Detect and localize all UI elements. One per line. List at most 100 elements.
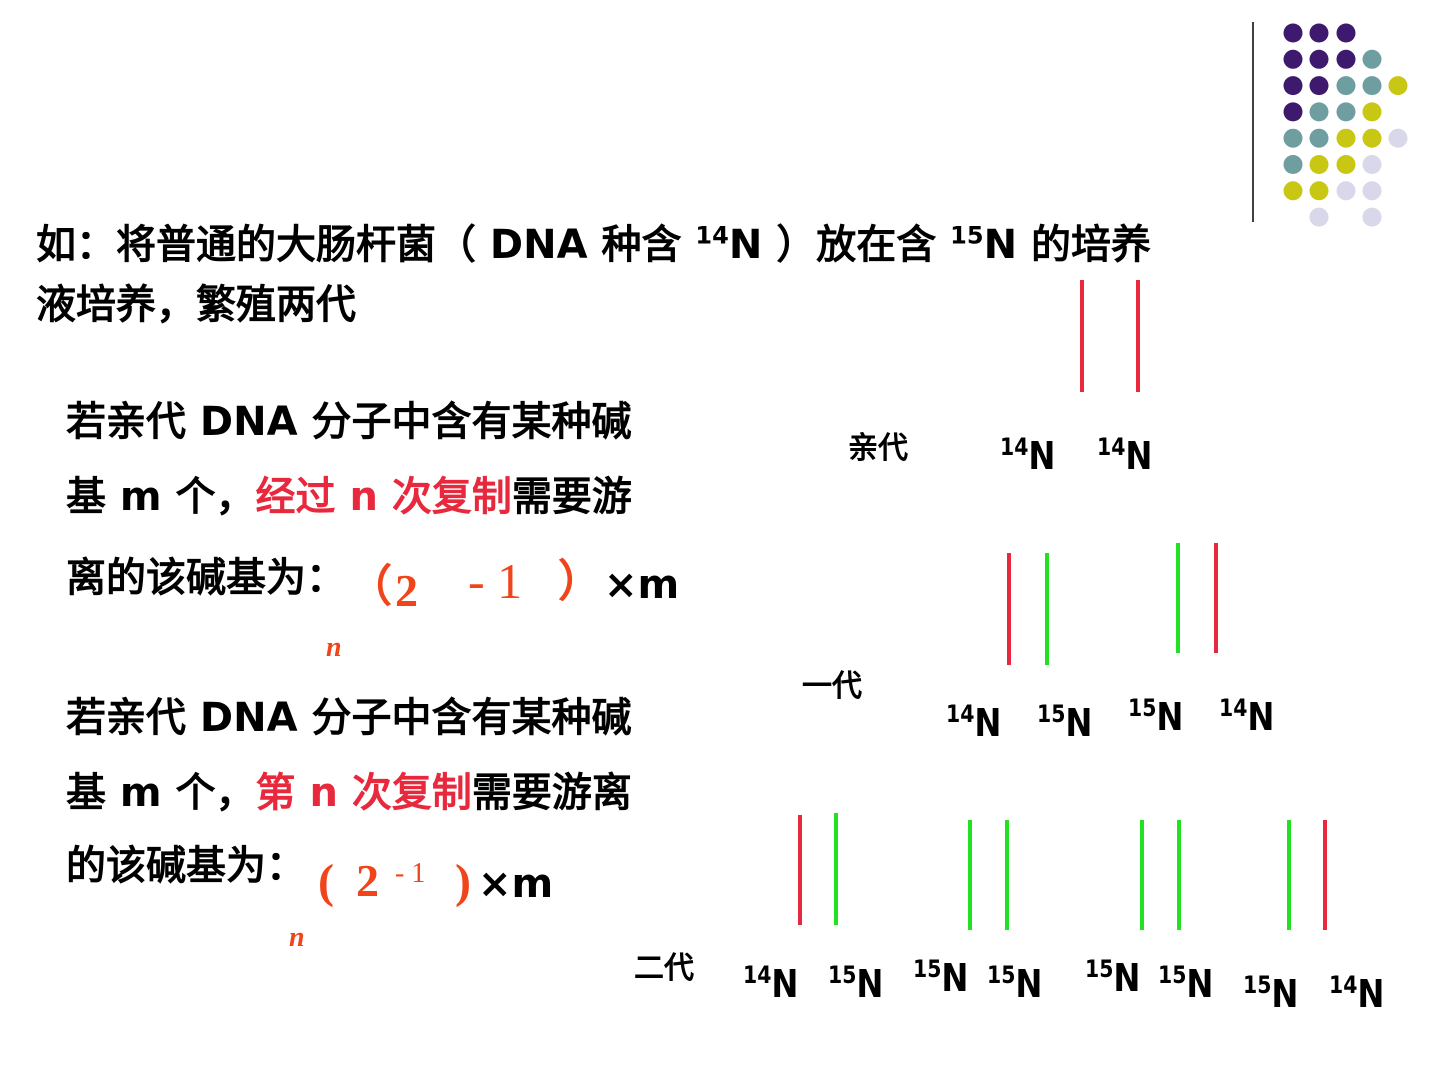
dot [1336, 155, 1356, 174]
highlight: 经过 n 次复制 [255, 474, 512, 520]
rule1-line-2: 基 m 个，经过 n 次复制需要游 [66, 477, 632, 517]
mass-number: 15 [913, 955, 942, 983]
intro-line-1: 如：将普通的大肠杆菌（ DNA 种含 14N ）放在含 15N 的培养 [36, 221, 1151, 268]
mass-number: 15 [1128, 694, 1157, 722]
dot [1388, 128, 1408, 148]
text: 需要游 [511, 474, 632, 520]
text: 需要游离 [471, 770, 632, 816]
text: 基 m 个， [66, 770, 256, 816]
formula-base: 2 [356, 855, 379, 906]
mass-number: 15 [987, 961, 1016, 989]
rule2-line-3: 的该碱基为： [66, 843, 306, 889]
dot [1309, 181, 1329, 201]
isotope-label: 14N [1097, 434, 1153, 478]
dot [1283, 155, 1303, 174]
dot [1388, 76, 1408, 96]
element-symbol: N [856, 962, 884, 1006]
element-symbol: N [1271, 972, 1299, 1016]
element-symbol: N [974, 701, 1002, 745]
dot [1309, 207, 1329, 227]
dot [1336, 49, 1356, 69]
rule2-line-1: 若亲代 DNA 分子中含有某种碱 [66, 695, 632, 741]
element-symbol: N [1028, 434, 1056, 478]
rule2-line-2: 基 m 个，第 n 次复制需要游离 [66, 773, 632, 813]
text: N 的培养 [983, 222, 1151, 268]
dot [1309, 102, 1329, 122]
formula-base: 2 [395, 565, 418, 616]
generation-label: 亲代 [848, 431, 908, 466]
dot [1336, 23, 1356, 43]
dot [1336, 76, 1356, 96]
mass-number: 14 [1000, 433, 1029, 461]
element-symbol: N [1247, 695, 1275, 739]
dot [1362, 128, 1382, 148]
dot [1336, 181, 1356, 201]
text: N ）放在含 [728, 222, 951, 268]
isotope-label: 15N [1243, 972, 1299, 1016]
generation-label: 二代 [634, 951, 694, 986]
rule1-line-1: 若亲代 DNA 分子中含有某种碱 [66, 399, 632, 445]
dot [1362, 76, 1382, 96]
dot [1362, 181, 1382, 201]
isotope-label: 15N [987, 962, 1043, 1006]
dot [1362, 155, 1382, 174]
isotope-label: 15N [913, 956, 969, 1000]
dot-decoration [1283, 23, 1408, 227]
text: 基 m 个， [66, 474, 256, 520]
isotope-label: 15N [1037, 701, 1093, 745]
superscript: 14 [695, 221, 729, 250]
formula-open: ( [318, 855, 334, 908]
isotope-label: 14N [946, 701, 1002, 745]
formula-close: ） [558, 557, 602, 606]
element-symbol: N [1156, 695, 1184, 739]
isotope-label: 14N [1000, 434, 1056, 478]
mass-number: 14 [1219, 694, 1248, 722]
element-symbol: N [1015, 962, 1043, 1006]
text: 如：将普通的大肠杆菌（ DNA 种含 [36, 222, 696, 268]
mass-number: 14 [946, 700, 975, 728]
dot [1283, 181, 1303, 201]
element-symbol: N [771, 962, 799, 1006]
element-symbol: N [1125, 434, 1153, 478]
isotope-label: 14N [1219, 695, 1275, 739]
isotope-label: 15N [1158, 962, 1214, 1006]
formula-open: （ [348, 562, 392, 611]
strands [798, 280, 1327, 930]
element-symbol: N [1186, 962, 1214, 1006]
dot [1309, 76, 1329, 96]
dot [1362, 49, 1382, 69]
dot [1283, 49, 1303, 69]
dot [1309, 49, 1329, 69]
formula-close: ) [455, 855, 471, 908]
formula-minus-one: - 1 [468, 553, 523, 609]
element-symbol: N [1065, 701, 1093, 745]
formula-minus-one: - 1 [395, 858, 426, 889]
element-symbol: N [941, 956, 969, 1000]
formula-exponent: n [289, 922, 305, 953]
dot [1309, 23, 1329, 43]
dot [1283, 128, 1303, 148]
isotope-label: 14N [743, 962, 799, 1006]
intro-line-2: 液培养，繁殖两代 [36, 282, 356, 328]
mass-number: 15 [1085, 955, 1114, 983]
isotope-label: 14N [1329, 973, 1384, 1013]
dot [1309, 128, 1329, 148]
mass-number: 14 [743, 961, 772, 989]
dot [1283, 23, 1303, 43]
mass-number: 15 [1243, 971, 1272, 999]
mass-number: 15 [828, 961, 857, 989]
highlight: 第 n 次复制 [255, 770, 472, 816]
dot [1283, 102, 1303, 122]
element-symbol: N [1113, 956, 1141, 1000]
isotope-label: 15N [1128, 695, 1184, 739]
dot [1309, 155, 1329, 174]
mass-number: 15 [1037, 700, 1066, 728]
rule1-line-3: 离的该碱基为： [66, 555, 346, 601]
isotope-label: 15N [828, 962, 884, 1006]
superscript: 15 [950, 221, 984, 250]
formula-times: ×m [478, 861, 554, 907]
formula-exponent: n [326, 632, 342, 663]
mass-number: 14 [1097, 433, 1126, 461]
